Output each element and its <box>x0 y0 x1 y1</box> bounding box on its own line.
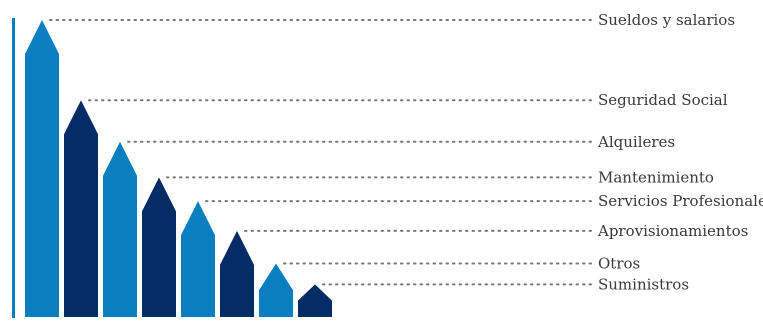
category-label-5: Servicios Profesionales <box>598 192 763 210</box>
bar-1 <box>25 20 59 317</box>
bar-7 <box>259 263 293 317</box>
leader-lines <box>49 19 593 286</box>
bar-6 <box>220 230 254 317</box>
category-label-8: Suministros <box>598 275 689 293</box>
bar-2 <box>64 100 98 317</box>
category-label-1: Sueldos y salarios <box>598 11 735 29</box>
category-label-3: Alquileres <box>597 133 675 151</box>
category-label-4: Mantenimiento <box>598 168 714 186</box>
bar-8 <box>298 284 332 317</box>
category-label-6: Aprovisionamientos <box>597 222 748 240</box>
bar-4 <box>142 177 176 317</box>
bar-5 <box>181 201 215 317</box>
category-label-7: Otros <box>598 255 640 273</box>
category-labels: Sueldos y salarios Seguridad Social Alquil… <box>597 11 763 293</box>
category-label-2: Seguridad Social <box>598 91 728 109</box>
bar-3 <box>103 141 137 317</box>
bars <box>25 20 332 317</box>
